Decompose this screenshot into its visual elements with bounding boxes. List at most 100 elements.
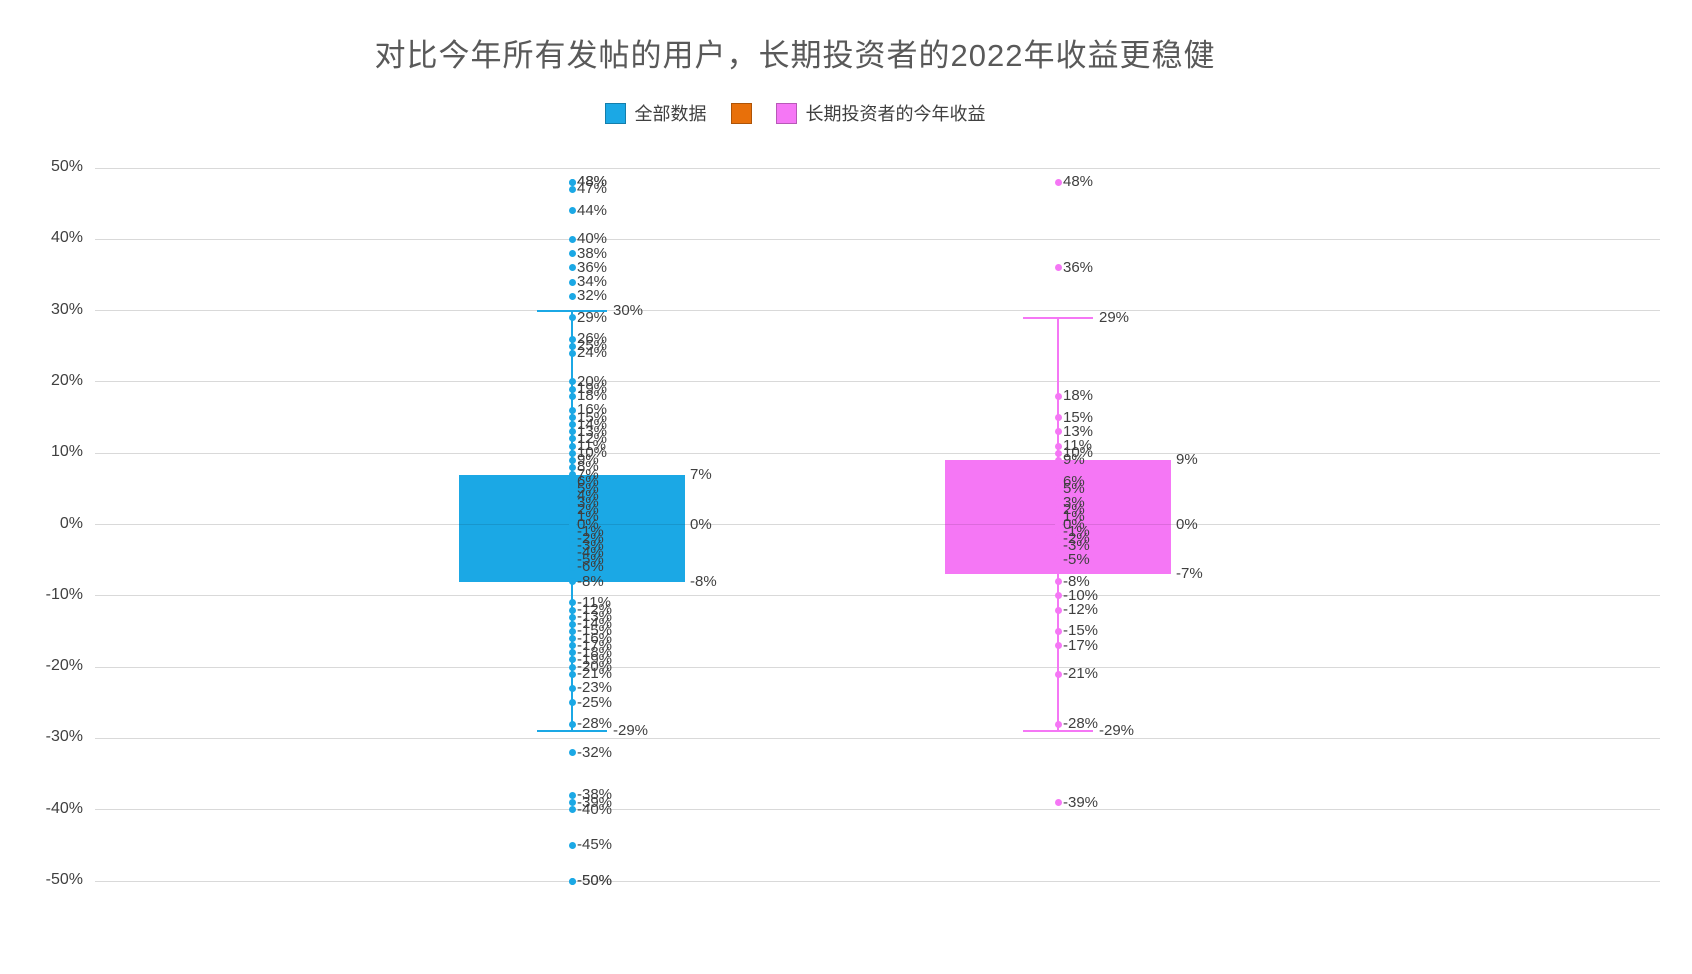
- point-label: -28%: [577, 715, 613, 733]
- point-label: 1%: [1063, 508, 1085, 526]
- point-label: -5%: [577, 551, 604, 569]
- point-label: 48%: [577, 173, 608, 191]
- point-label: -10%: [1063, 586, 1099, 604]
- data-point: [568, 649, 576, 657]
- point-label: -17%: [577, 636, 613, 654]
- point-label: -15%: [1063, 622, 1099, 640]
- data-point: [568, 635, 576, 643]
- gridline: [95, 809, 1660, 811]
- data-point: [568, 435, 576, 443]
- data-point: [568, 485, 576, 493]
- point-label: 29%: [577, 308, 608, 326]
- point-label: 47%: [577, 180, 608, 198]
- data-point: [1054, 592, 1062, 600]
- point-label: 9%: [577, 451, 599, 469]
- point-label: 10%: [1063, 444, 1094, 462]
- data-point: [1054, 542, 1062, 550]
- data-point: [1054, 178, 1062, 186]
- point-label: 8%: [577, 458, 599, 476]
- point-label: -8%: [577, 572, 604, 590]
- legend-swatch: [604, 102, 626, 124]
- point-label: -12%: [577, 601, 613, 619]
- data-point: [568, 877, 576, 885]
- data-point: [1054, 521, 1062, 528]
- legend-item: 长期投资者的今年收益: [775, 100, 986, 126]
- point-label: -1%: [1063, 522, 1090, 540]
- point-label: 18%: [577, 387, 608, 405]
- box-label: 9%: [1176, 451, 1198, 469]
- data-point: [568, 264, 576, 272]
- data-point: [568, 178, 576, 186]
- point-label: -21%: [1063, 665, 1099, 683]
- legend-label: 全部数据: [634, 104, 707, 124]
- whisker-line: [571, 581, 573, 732]
- point-label: -38%: [577, 786, 613, 804]
- point-label: 0%: [577, 515, 599, 533]
- legend-item: [730, 102, 752, 124]
- point-label: 11%: [577, 437, 606, 455]
- point-label: -25%: [577, 693, 613, 711]
- y-axis-tick-label: -10%: [45, 585, 83, 603]
- gridline: [95, 310, 1660, 312]
- y-axis-tick-label: 20%: [50, 371, 83, 389]
- data-point: [568, 799, 576, 807]
- data-point: [1054, 556, 1062, 564]
- point-label: 6%: [577, 472, 599, 490]
- point-label: -23%: [577, 679, 613, 697]
- whisker-label: 30%: [613, 301, 644, 319]
- data-point: [568, 292, 576, 300]
- data-point: [568, 278, 576, 286]
- y-axis-tick-label: 0%: [59, 514, 83, 532]
- data-point: [568, 392, 576, 400]
- gridline: [95, 666, 1660, 668]
- point-label: 20%: [577, 372, 608, 390]
- point-label: 48%: [577, 173, 608, 191]
- box-label: 7%: [690, 465, 712, 483]
- point-label: -39%: [577, 793, 613, 811]
- data-point: [568, 499, 576, 507]
- point-label: 3%: [1063, 494, 1085, 512]
- point-label: -39%: [1063, 793, 1099, 811]
- gridline: [95, 595, 1660, 597]
- data-point: [568, 841, 576, 849]
- y-axis-tick-label: -40%: [45, 799, 83, 817]
- data-point: [568, 642, 576, 650]
- point-label: -2%: [1063, 529, 1090, 547]
- point-label: 4%: [577, 486, 599, 504]
- whisker-cap: [537, 730, 607, 733]
- data-point: [568, 428, 576, 436]
- data-point: [568, 342, 576, 350]
- legend-item: 全部数据: [604, 100, 707, 126]
- legend: 全部数据 长期投资者的今年收益: [0, 100, 1590, 126]
- point-label: -12%: [1063, 601, 1099, 619]
- data-point: [1054, 578, 1062, 586]
- point-label: -32%: [577, 743, 613, 761]
- whisker-label: -29%: [1099, 722, 1135, 740]
- data-point: [568, 185, 576, 193]
- data-point: [1054, 642, 1062, 650]
- point-label: 9%: [1063, 451, 1085, 469]
- point-label: -2%: [577, 529, 604, 547]
- data-point: [568, 720, 576, 728]
- whisker-line: [1057, 574, 1059, 732]
- box-label: 0%: [1176, 515, 1198, 533]
- y-axis-tick-label: 40%: [50, 229, 83, 247]
- data-point: [568, 663, 576, 671]
- data-point: [568, 335, 576, 343]
- data-point: [1054, 442, 1062, 450]
- gridline: [95, 238, 1660, 240]
- point-label: -28%: [1063, 715, 1099, 733]
- data-point: [1054, 606, 1062, 614]
- point-label: 2%: [1063, 501, 1085, 519]
- box-label: 0%: [690, 515, 712, 533]
- gridline: [95, 737, 1660, 739]
- box-label: -7%: [1176, 565, 1203, 583]
- data-point: [1054, 264, 1062, 272]
- point-label: 44%: [577, 201, 608, 219]
- data-point: [568, 749, 576, 757]
- data-point: [568, 613, 576, 621]
- y-axis-tick-label: 50%: [50, 158, 83, 175]
- data-point: [568, 620, 576, 628]
- data-point: [1054, 528, 1062, 536]
- data-point: [568, 578, 576, 586]
